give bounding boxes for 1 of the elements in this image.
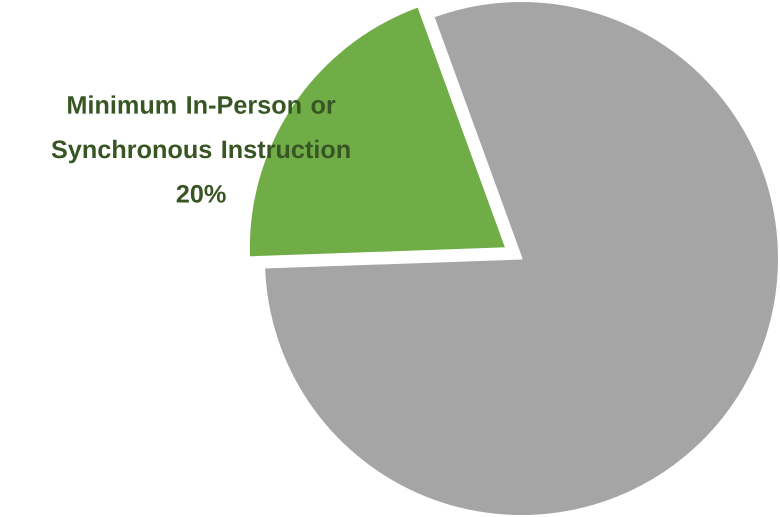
data-label: 20% xyxy=(176,184,226,203)
